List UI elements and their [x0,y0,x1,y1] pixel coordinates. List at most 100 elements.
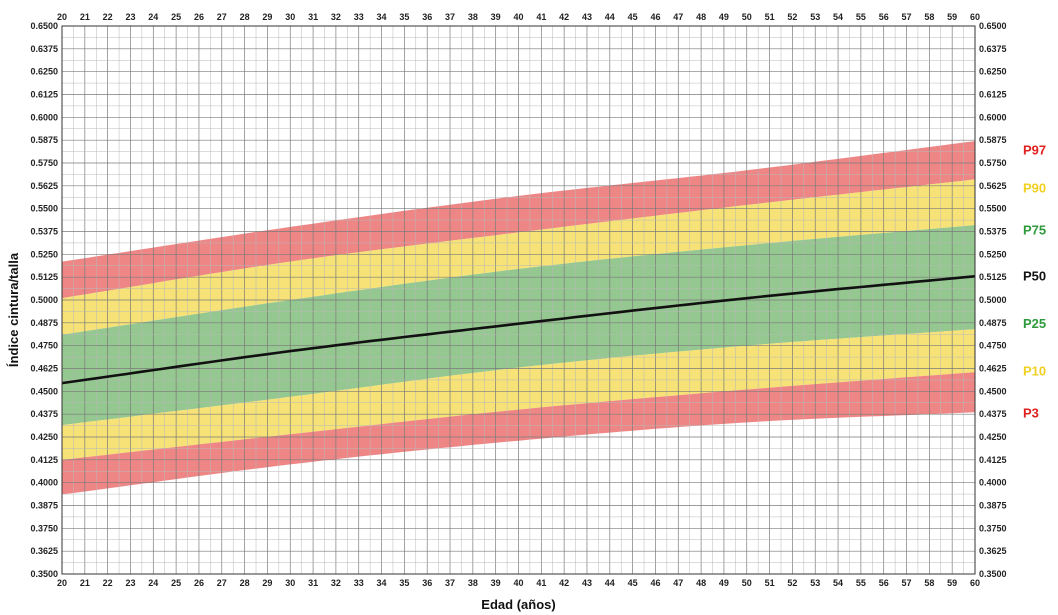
series-line-p50 [61,275,976,385]
x-tick-label-bottom: 32 [331,578,341,588]
y-tick-label-right: 0.4625 [979,364,1007,374]
y-tick-label-left: 0.3875 [30,501,58,511]
y-tick-label-left: 0.5750 [30,158,58,168]
x-tick-label-bottom: 22 [103,578,113,588]
x-tick-label-top: 52 [787,12,797,22]
x-tick-label-top: 28 [240,12,250,22]
x-tick-label-top: 45 [628,12,638,22]
percentile-labels: P97 P90 P75 P50 P25 P10 P3 [1023,142,1046,420]
x-tick-label-bottom: 27 [217,578,227,588]
x-tick-label-top: 30 [285,12,295,22]
x-tick-label-bottom: 21 [80,578,90,588]
x-tick-label-top: 53 [810,12,820,22]
x-tick-label-bottom: 49 [719,578,729,588]
x-tick-label-top: 21 [80,12,90,22]
y-tick-label-right: 0.4375 [979,409,1007,419]
x-tick-label-bottom: 33 [354,578,364,588]
x-tick-label-top: 20 [57,12,67,22]
x-tick-label-top: 56 [879,12,889,22]
x-tick-label-bottom: 42 [559,578,569,588]
x-tick-label-top: 59 [947,12,957,22]
x-tick-label-top: 25 [171,12,181,22]
x-tick-label-bottom: 39 [491,578,501,588]
x-tick-label-bottom: 51 [765,578,775,588]
y-tick-label-right: 0.4250 [979,432,1007,442]
y-tick-label-right: 0.5750 [979,158,1007,168]
x-tick-label-bottom: 50 [742,578,752,588]
y-tick-label-right: 0.3750 [979,523,1007,533]
x-tick-label-bottom: 47 [673,578,683,588]
x-tick-label-top: 46 [650,12,660,22]
x-tick-label-bottom: 34 [377,578,387,588]
y-tick-label-right: 0.5625 [979,181,1007,191]
x-tick-label-bottom: 58 [924,578,934,588]
x-tick-label-top: 48 [696,12,706,22]
y-tick-label-left: 0.4625 [30,364,58,374]
x-tick-label-bottom: 38 [468,578,478,588]
y-tick-label-right: 0.4125 [979,455,1007,465]
y-tick-label-right: 0.4875 [979,318,1007,328]
y-tick-label-left: 0.4000 [30,478,58,488]
label-p50: P50 [1023,268,1046,283]
x-axis-title: Edad (años) [481,597,555,612]
y-tick-label-right: 0.6500 [979,21,1007,31]
x-tick-label-top: 35 [399,12,409,22]
y-tick-label-left: 0.6500 [30,21,58,31]
x-tick-label-top: 37 [445,12,455,22]
label-p97: P97 [1023,142,1046,157]
y-tick-label-right: 0.5250 [979,249,1007,259]
y-tick-label-left: 0.5125 [30,272,58,282]
x-tick-label-top: 22 [103,12,113,22]
y-tick-label-right: 0.5125 [979,272,1007,282]
y-tick-label-left: 0.6250 [30,67,58,77]
y-tick-label-right: 0.4750 [979,341,1007,351]
x-tick-label-top: 42 [559,12,569,22]
y-tick-label-left: 0.4500 [30,386,58,396]
x-tick-label-bottom: 46 [650,578,660,588]
x-tick-label-top: 51 [765,12,775,22]
x-tick-label-bottom: 55 [856,578,866,588]
x-tick-label-bottom: 29 [262,578,272,588]
y-tick-label-left: 0.5250 [30,249,58,259]
x-tick-label-bottom: 35 [399,578,409,588]
x-tick-label-top: 38 [468,12,478,22]
x-tick-label-top: 32 [331,12,341,22]
x-tick-label-bottom: 54 [833,578,843,588]
x-tick-label-top: 34 [377,12,387,22]
y-tick-label-right: 0.6125 [979,90,1007,100]
y-tick-label-left: 0.4875 [30,318,58,328]
x-tick-label-bottom: 24 [148,578,158,588]
label-p25: P25 [1023,316,1046,331]
label-p3: P3 [1023,405,1039,420]
x-tick-label-bottom: 56 [879,578,889,588]
x-tick-label-bottom: 31 [308,578,318,588]
x-tick-label-bottom: 48 [696,578,706,588]
x-tick-label-top: 24 [148,12,158,22]
tick-labels: 20 20 21 21 22 22 23 23 24 24 25 25 26 26 27 27 28 28 29 29… [30,12,1006,588]
x-tick-label-bottom: 45 [628,578,638,588]
percentile-lines [61,275,976,385]
y-tick-label-right: 0.4000 [979,478,1007,488]
y-tick-label-left: 0.5625 [30,181,58,191]
grid [61,25,976,575]
y-tick-label-left: 0.6375 [30,44,58,54]
y-tick-label-left: 0.6125 [30,90,58,100]
x-tick-label-top: 23 [125,12,135,22]
x-tick-label-top: 39 [491,12,501,22]
y-tick-label-left: 0.6000 [30,112,58,122]
y-tick-label-left: 0.3500 [30,569,58,579]
y-tick-label-left: 0.4375 [30,409,58,419]
x-tick-label-top: 27 [217,12,227,22]
x-tick-label-bottom: 23 [125,578,135,588]
x-tick-label-top: 54 [833,12,843,22]
x-tick-label-top: 49 [719,12,729,22]
y-tick-label-left: 0.4250 [30,432,58,442]
x-tick-label-top: 40 [513,12,523,22]
x-tick-label-bottom: 36 [422,578,432,588]
x-tick-label-top: 44 [605,12,615,22]
x-tick-label-top: 31 [308,12,318,22]
y-tick-label-right: 0.6000 [979,112,1007,122]
x-tick-label-bottom: 40 [513,578,523,588]
x-tick-label-bottom: 28 [240,578,250,588]
